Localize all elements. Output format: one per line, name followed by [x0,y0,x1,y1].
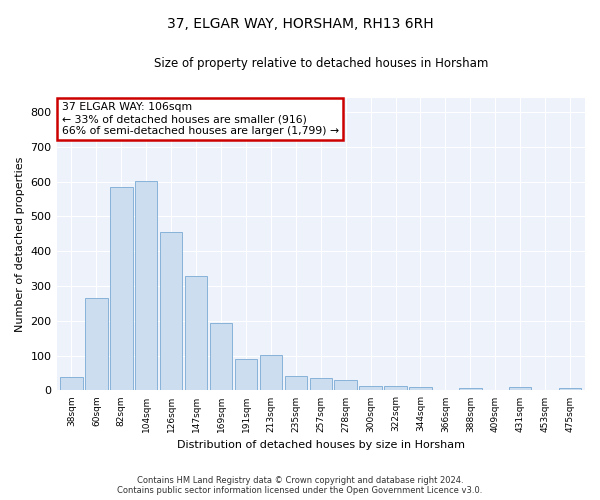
Text: 37 ELGAR WAY: 106sqm
← 33% of detached houses are smaller (916)
66% of semi-deta: 37 ELGAR WAY: 106sqm ← 33% of detached h… [62,102,339,136]
Bar [110,187,133,390]
Y-axis label: Number of detached properties: Number of detached properties [15,156,25,332]
Bar [509,387,532,390]
Title: Size of property relative to detached houses in Horsham: Size of property relative to detached ho… [154,58,488,70]
Bar [60,377,83,390]
Bar [559,388,581,390]
Bar [185,276,208,390]
Bar [210,322,232,390]
Bar [284,376,307,390]
Text: Contains HM Land Registry data © Crown copyright and database right 2024.
Contai: Contains HM Land Registry data © Crown c… [118,476,482,495]
Bar [160,232,182,390]
Bar [409,387,431,390]
Bar [359,386,382,390]
Bar [85,298,107,390]
X-axis label: Distribution of detached houses by size in Horsham: Distribution of detached houses by size … [177,440,465,450]
Bar [135,181,157,390]
Bar [334,380,357,390]
Bar [235,359,257,390]
Text: 37, ELGAR WAY, HORSHAM, RH13 6RH: 37, ELGAR WAY, HORSHAM, RH13 6RH [167,18,433,32]
Bar [459,388,482,390]
Bar [310,378,332,390]
Bar [260,355,282,390]
Bar [385,386,407,390]
